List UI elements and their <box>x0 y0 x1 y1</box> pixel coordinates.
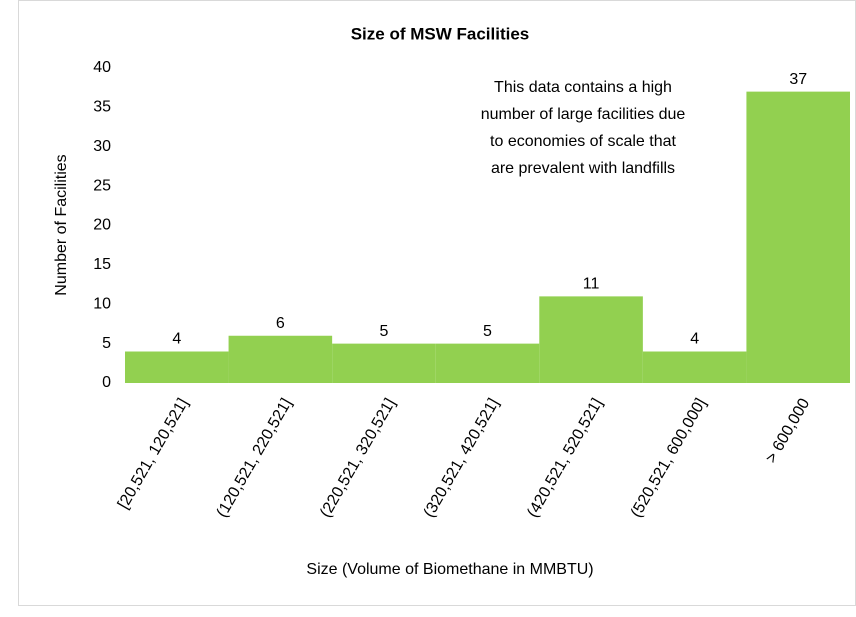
annotation: This data contains a high <box>494 79 672 96</box>
x-tick-label: [20,521, 120,521] <box>115 396 192 512</box>
chart-title: Size of MSW Facilities <box>351 24 530 43</box>
y-axis-label: Number of Facilities <box>53 154 70 295</box>
annotation: number of large facilities due <box>481 106 686 123</box>
x-tick-label: (420,521, 520,521] <box>524 396 606 521</box>
bar <box>539 296 643 383</box>
x-tick-label: (520,521, 600,000] <box>628 396 710 521</box>
value-label: 4 <box>690 331 699 348</box>
x-tick-label: > 600,000 <box>763 396 814 467</box>
bar <box>435 343 540 383</box>
value-label: 4 <box>172 331 181 348</box>
y-tick-label: 25 <box>93 177 111 194</box>
bar <box>746 91 850 383</box>
y-tick-label: 30 <box>93 138 111 155</box>
y-tick-label: 15 <box>93 256 111 273</box>
x-axis-label: Size (Volume of Biomethane in MMBTU) <box>306 561 593 578</box>
bar <box>228 335 333 383</box>
y-tick-label: 0 <box>102 374 111 391</box>
x-tick-label: (120,521, 220,521] <box>214 396 296 521</box>
y-tick-label: 40 <box>93 59 111 76</box>
value-label: 6 <box>276 315 285 332</box>
value-label: 5 <box>379 323 388 340</box>
value-label: 37 <box>789 71 807 88</box>
annotation: are prevalent with landfills <box>491 160 675 177</box>
bar <box>332 343 436 383</box>
value-label: 11 <box>583 276 600 293</box>
annotation: to economies of scale that <box>490 133 676 150</box>
y-tick-label: 5 <box>102 335 111 352</box>
x-tick-label: (320,521, 420,521] <box>421 396 503 521</box>
bar <box>125 351 229 383</box>
y-tick-label: 20 <box>93 217 111 234</box>
x-tick-label: (220,521, 320,521] <box>317 396 399 521</box>
y-tick-label: 35 <box>93 99 111 116</box>
value-label: 5 <box>483 323 492 340</box>
bar <box>642 351 747 383</box>
y-tick-label: 10 <box>93 295 111 312</box>
